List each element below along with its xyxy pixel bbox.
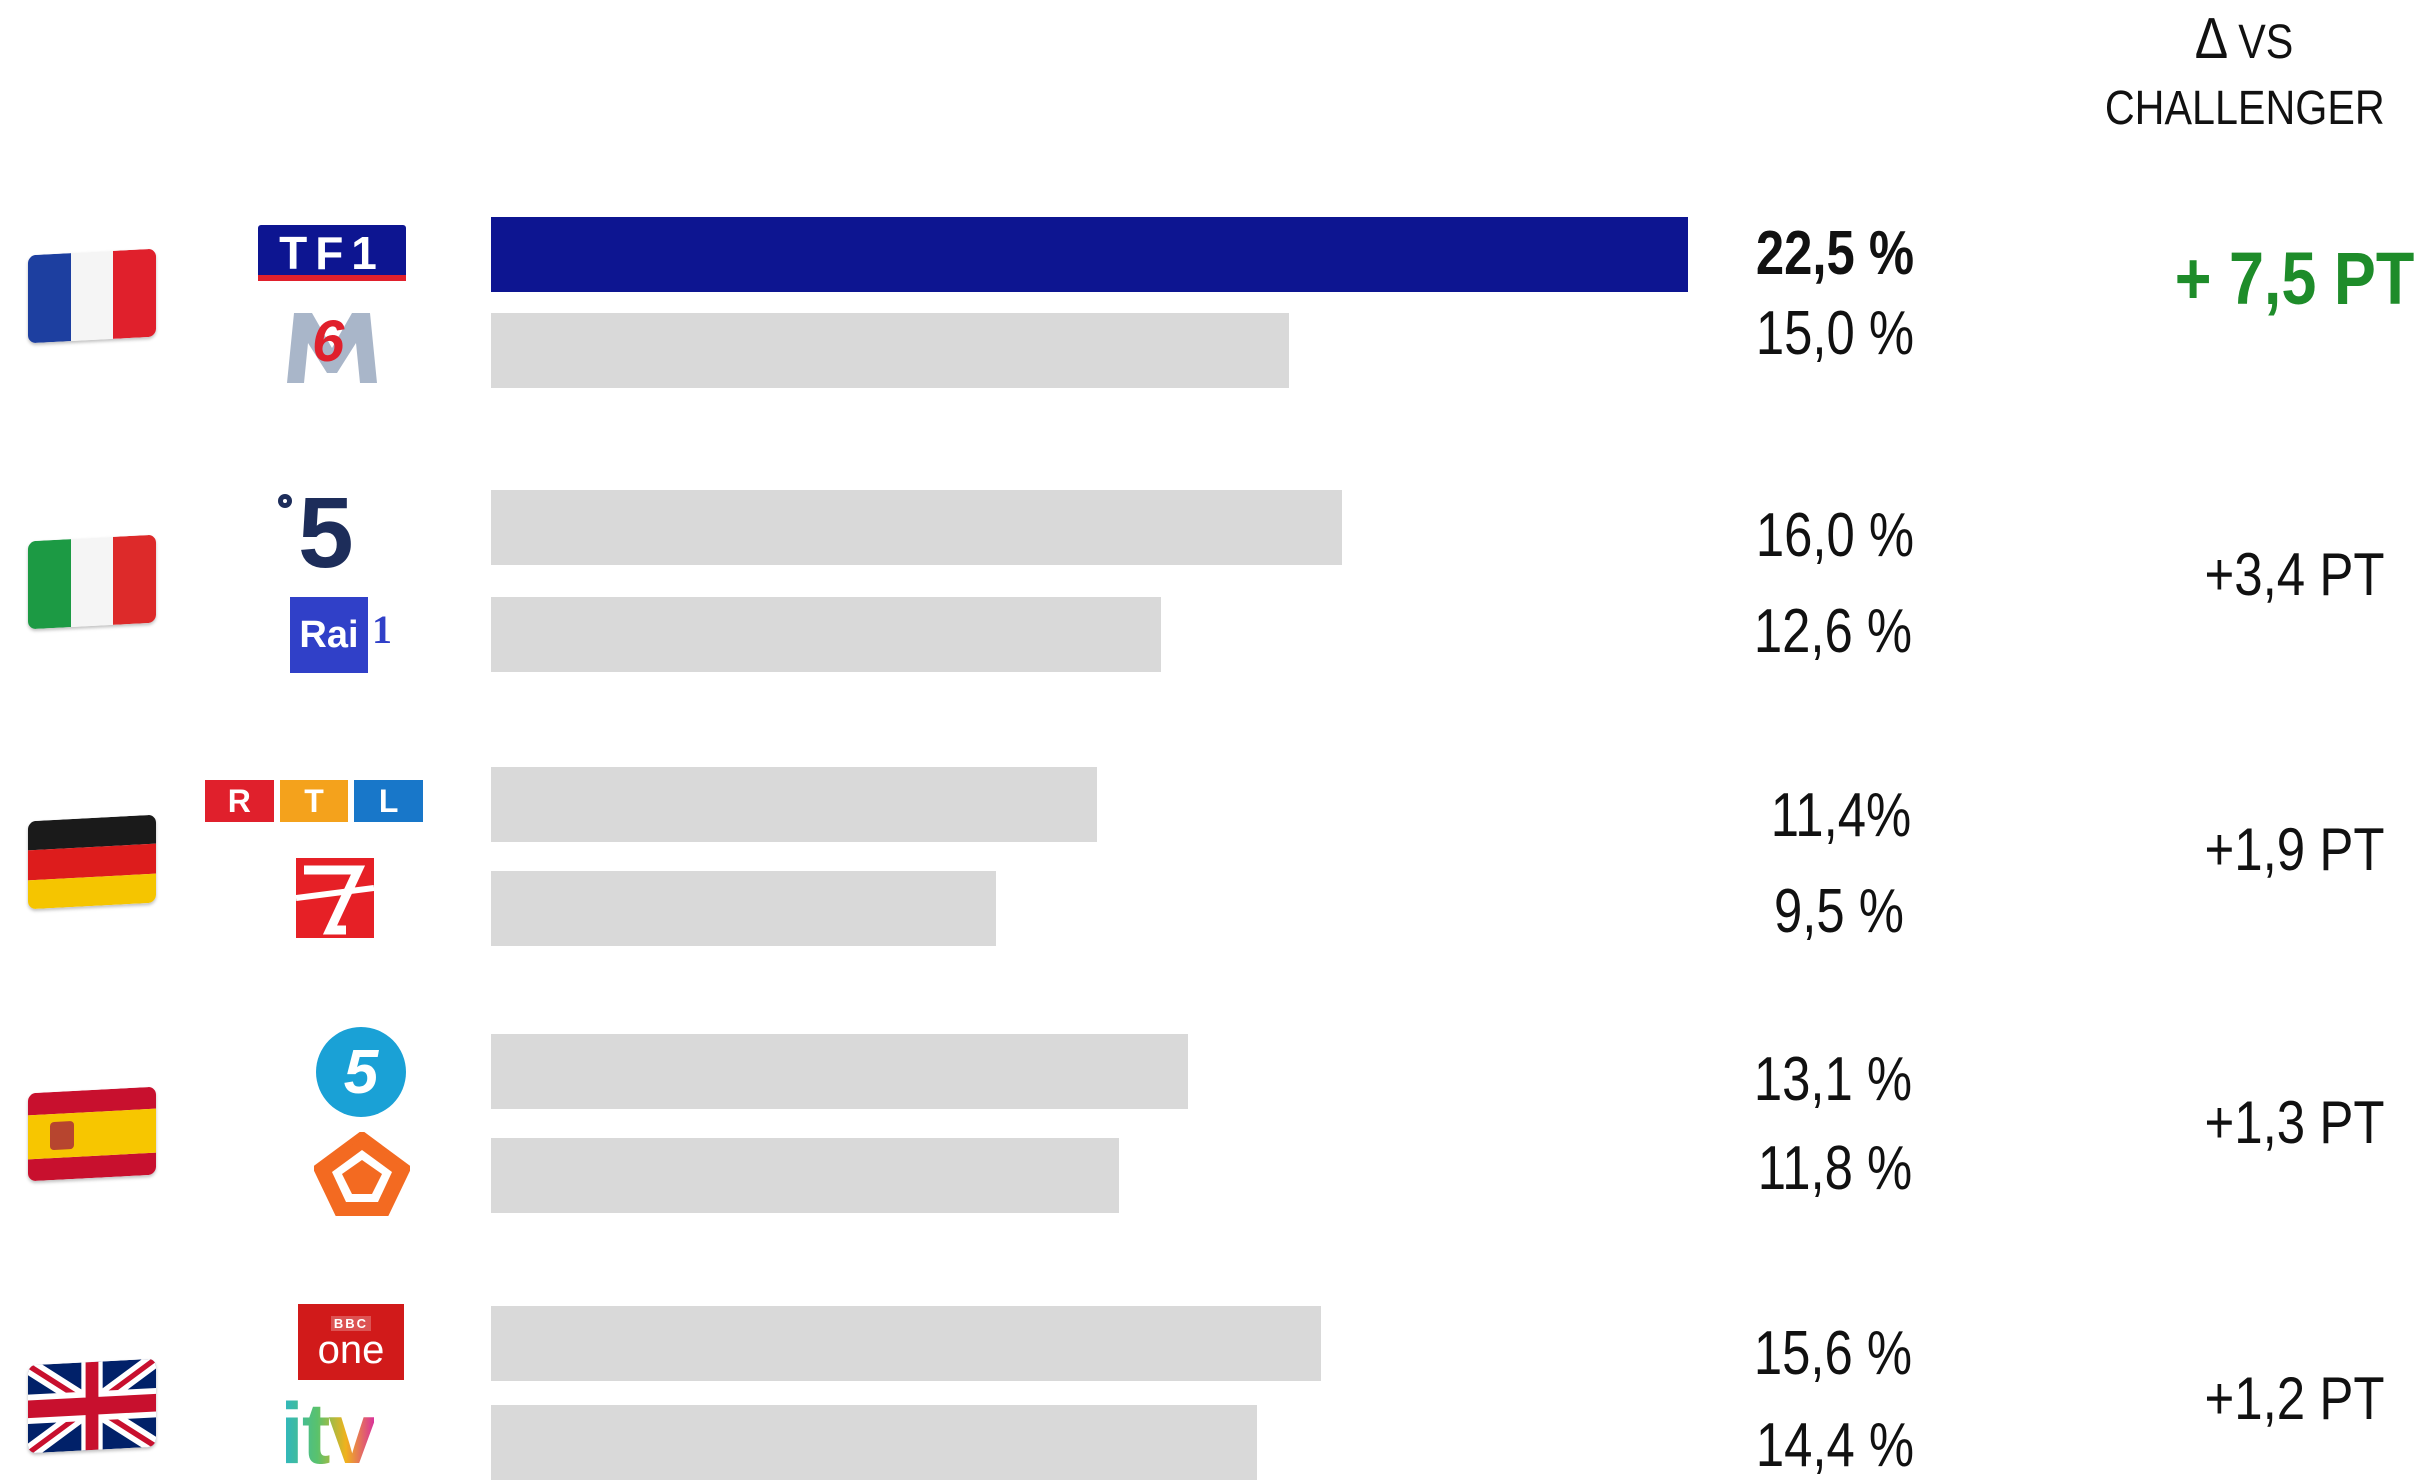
delta-vs-challenger-header: ∆ VS CHALLENGER [2090, 6, 2400, 142]
value-label-rtl: 11,4% [1770, 781, 1912, 850]
bar-prosieben [491, 871, 996, 946]
bar-antena3 [491, 1138, 1119, 1213]
prosieben-logo-icon [295, 858, 375, 938]
canale5-logo-text: 5 [298, 477, 354, 589]
spain-flag-icon [28, 1086, 156, 1182]
bbc-one-logo-icon: BBC one [298, 1304, 404, 1380]
telecinco-logo-icon: 5 [316, 1027, 406, 1117]
value-label-telecinco: 13,1 % [1753, 1045, 1913, 1114]
header-vs: VS [2238, 16, 2294, 69]
bbc-text: BBC [330, 1315, 372, 1331]
bar-bbc-one [491, 1306, 1321, 1381]
value-label-m6: 15,0 % [1755, 299, 1915, 368]
canale5-logo-icon: 5 [272, 477, 372, 589]
bar-itv [491, 1405, 1257, 1480]
delta-germany: +1,9 PT [2204, 816, 2385, 883]
m6-logo-text: 6 [312, 309, 345, 374]
bar-canale5 [491, 490, 1342, 565]
m6-logo-icon: 6 [282, 308, 382, 388]
delta-spain: +1,3 PT [2204, 1089, 2385, 1156]
tf1-logo-icon: TF1 [258, 225, 406, 281]
rai1-number: 1 [372, 607, 392, 652]
tf1-logo-text: TF1 [279, 227, 385, 279]
rtl-t: T [304, 782, 324, 819]
rtl-l: L [378, 782, 399, 819]
value-label-prosieben: 9,5 % [1773, 877, 1904, 946]
value-label-itv: 14,4 % [1755, 1411, 1915, 1480]
germany-flag-icon [28, 814, 156, 910]
bar-rtl [491, 767, 1097, 842]
rai-logo-text: Rai [299, 613, 359, 656]
itv-logo-text: itv [280, 1386, 376, 1482]
rtl-r: R [227, 782, 251, 819]
value-label-antena3: 11,8 % [1757, 1134, 1913, 1203]
rtl-logo-icon: R T L [205, 780, 424, 822]
value-label-rai1: 12,6 % [1753, 597, 1913, 666]
italy-flag-icon [28, 534, 156, 630]
antena3-logo-icon [313, 1131, 411, 1217]
bar-rai1 [491, 597, 1161, 672]
one-text: one [317, 1327, 385, 1372]
value-label-tf1: 22,5 % [1755, 219, 1915, 288]
delta-uk: +1,2 PT [2204, 1365, 2385, 1432]
delta-italy: +3,4 PT [2204, 541, 2385, 608]
value-label-canale5: 16,0 % [1755, 501, 1915, 570]
bar-telecinco [491, 1034, 1188, 1109]
rai1-logo-icon: Rai [290, 597, 368, 673]
france-flag-icon [28, 248, 156, 344]
telecinco-logo-text: 5 [343, 1037, 379, 1107]
uk-flag-icon [28, 1358, 156, 1454]
bar-tf1 [491, 217, 1688, 292]
bar-m6 [491, 313, 1289, 388]
value-label-bbc-one: 15,6 % [1753, 1319, 1913, 1388]
header-challenger: CHALLENGER [2104, 82, 2385, 135]
delta-symbol: ∆ [2196, 6, 2227, 71]
itv-logo-icon: itv [280, 1391, 440, 1482]
delta-france: + 7,5 PT [2174, 237, 2415, 320]
